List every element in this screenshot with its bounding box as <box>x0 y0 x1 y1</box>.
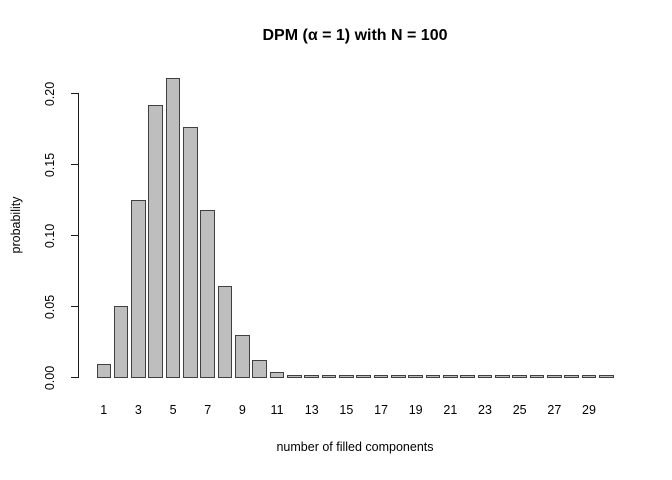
bar-k19 <box>408 375 423 378</box>
bar-k15 <box>339 375 354 378</box>
x-tick-label: 29 <box>582 403 596 417</box>
bar-k1 <box>96 364 111 378</box>
bar-k10 <box>252 360 267 378</box>
y-tick-mark <box>71 93 78 95</box>
bar-k8 <box>217 286 233 378</box>
bar-k11 <box>269 372 285 378</box>
x-tick-label: 15 <box>339 403 354 417</box>
x-tick-label: 11 <box>270 403 284 417</box>
y-tick-mark <box>71 235 78 237</box>
bar-k7 <box>200 210 215 378</box>
bar-k9 <box>235 335 250 378</box>
x-tick-label: 9 <box>238 403 246 417</box>
x-tick-label: 1 <box>100 403 108 417</box>
bar-k24 <box>495 375 510 378</box>
y-tick-mark <box>71 164 78 166</box>
x-tick-label: 21 <box>443 403 458 417</box>
bar-k25 <box>512 375 527 378</box>
bar-k13 <box>304 375 319 378</box>
bar-k27 <box>547 375 562 378</box>
bar-k29 <box>581 375 597 378</box>
x-tick-label: 25 <box>512 403 527 417</box>
bar-k16 <box>356 375 371 378</box>
bar-k18 <box>391 375 406 378</box>
y-tick-label: 0.05 <box>43 294 57 319</box>
y-axis-label: probability <box>9 196 23 254</box>
x-tick-label: 5 <box>169 403 177 417</box>
x-tick-label: 17 <box>374 403 388 417</box>
y-axis-line <box>78 93 80 378</box>
bar-k22 <box>460 375 475 378</box>
bar-k14 <box>321 375 337 378</box>
bar-k5 <box>165 78 181 378</box>
bar-k2 <box>113 306 129 378</box>
y-tick-mark <box>71 377 78 379</box>
y-tick-label: 0.15 <box>43 152 57 177</box>
bar-k30 <box>599 375 614 378</box>
bar-k3 <box>131 200 146 378</box>
bar-k28 <box>564 375 579 378</box>
chart-title: DPM (α = 1) with N = 100 <box>262 27 448 44</box>
x-tick-label: 3 <box>134 403 142 417</box>
bar-k17 <box>373 375 389 378</box>
y-tick-label: 0.00 <box>43 365 57 390</box>
x-axis-label: number of filled components <box>276 440 434 454</box>
bar-k23 <box>477 375 493 378</box>
bar-k21 <box>443 375 458 378</box>
bar-k4 <box>148 105 163 378</box>
x-tick-label: 13 <box>304 403 319 417</box>
bar-k26 <box>529 375 545 378</box>
x-tick-label: 19 <box>408 403 423 417</box>
y-tick-label: 0.10 <box>43 223 57 248</box>
x-tick-label: 7 <box>204 403 212 417</box>
x-tick-label: 23 <box>478 403 492 417</box>
bar-k20 <box>425 375 441 378</box>
bar-k12 <box>287 375 302 378</box>
bar-k6 <box>183 127 198 378</box>
x-tick-label: 27 <box>547 403 562 417</box>
y-tick-label: 0.20 <box>43 81 57 106</box>
y-tick-mark <box>71 306 78 308</box>
